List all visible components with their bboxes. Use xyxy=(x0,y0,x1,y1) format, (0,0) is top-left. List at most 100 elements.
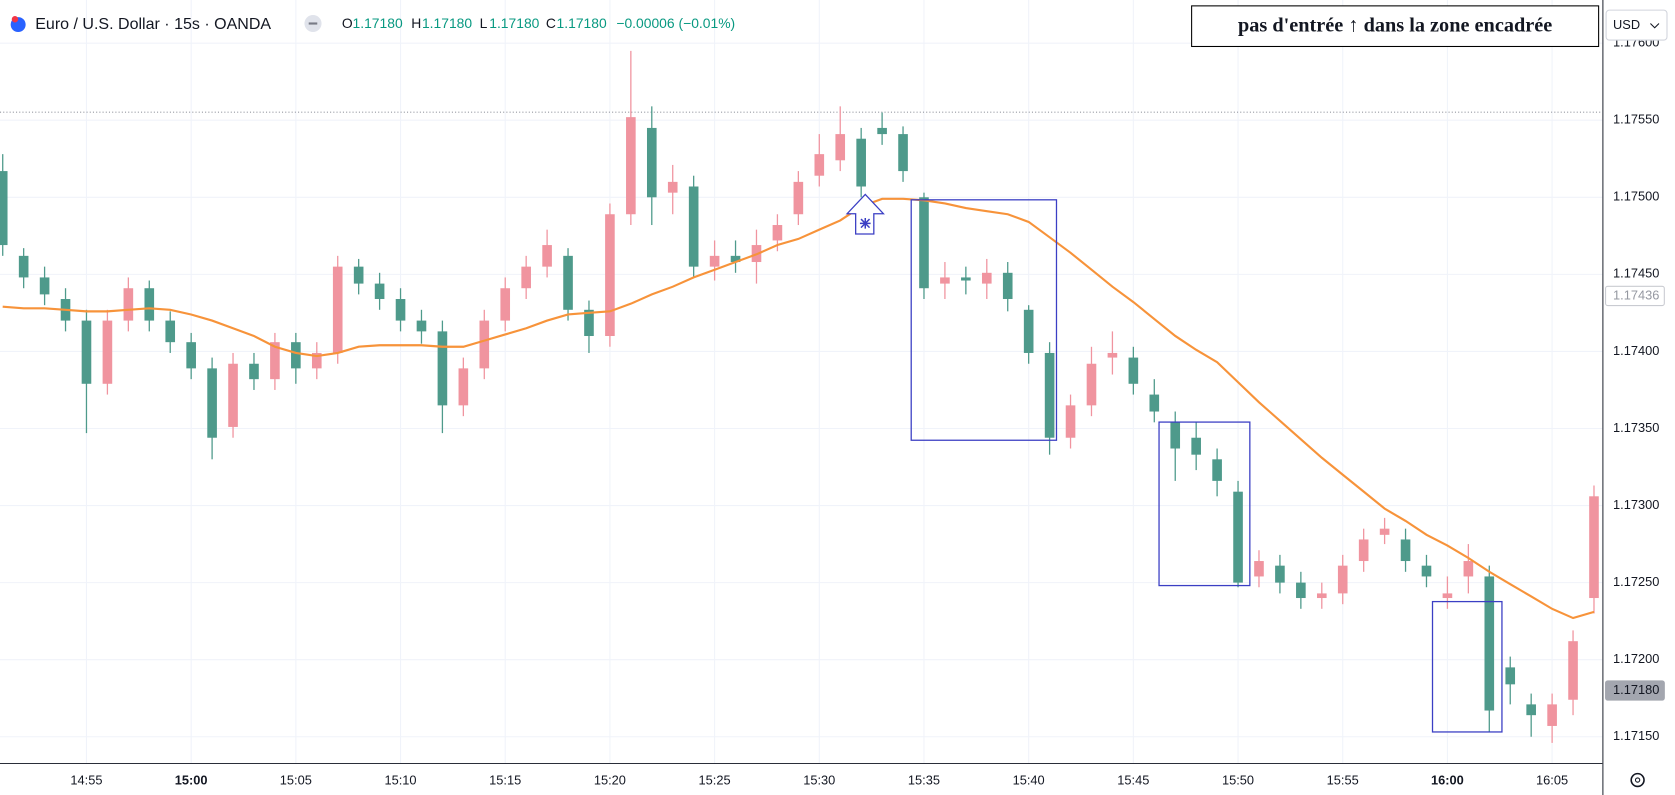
currency: USD xyxy=(1613,17,1640,32)
x-tick-label: 15:50 xyxy=(1222,772,1254,787)
candle-body xyxy=(207,368,217,438)
candle-body xyxy=(395,299,406,321)
candle-body xyxy=(353,266,364,284)
quote-value: 1.17180 xyxy=(489,15,539,31)
candle-body xyxy=(270,342,280,380)
candle-body xyxy=(1149,394,1160,412)
price-badge xyxy=(1605,285,1665,307)
candle-body xyxy=(1400,539,1411,562)
x-tick-label: 14:55 xyxy=(70,772,102,787)
entry-arrow xyxy=(845,193,885,235)
grid xyxy=(0,0,1603,763)
x-tick-label: 15:05 xyxy=(280,772,312,787)
candle-body xyxy=(1107,352,1118,358)
candle-body xyxy=(1191,437,1201,455)
zones xyxy=(845,193,1503,733)
candle-body xyxy=(249,363,259,380)
candle-body xyxy=(1212,459,1222,481)
x-tick-label: 15:25 xyxy=(699,772,731,787)
candle-body xyxy=(646,127,657,198)
candle-body xyxy=(1044,352,1055,438)
moving-average xyxy=(2,197,1595,620)
settings-icon xyxy=(1634,777,1641,783)
x-tick-label: 15:10 xyxy=(385,772,417,787)
candle-body xyxy=(814,154,825,176)
candle-body xyxy=(123,288,134,321)
candle-body xyxy=(416,320,427,332)
y-tick-label: 1.17550 xyxy=(1613,112,1659,127)
candle-body xyxy=(1484,576,1495,711)
candle-body xyxy=(1568,641,1578,700)
candle-body xyxy=(542,245,552,267)
settings-button[interactable] xyxy=(1630,772,1645,788)
candle-body xyxy=(311,352,322,369)
quote-key: C xyxy=(546,15,556,31)
candle-body xyxy=(1505,667,1516,685)
zone-box xyxy=(1431,600,1503,733)
y-tick-label: 1.17400 xyxy=(1613,343,1659,358)
x-tick-label: 15:00 xyxy=(175,772,208,787)
candle-body xyxy=(563,255,573,310)
candle-body xyxy=(81,320,92,384)
candle-body xyxy=(437,331,448,406)
candle-body xyxy=(835,134,846,161)
candle-body xyxy=(186,342,196,369)
plot xyxy=(0,50,1599,743)
candle-body xyxy=(1296,582,1306,599)
y-tick-label: 1.17150 xyxy=(1613,728,1659,743)
candle-body xyxy=(39,277,50,295)
candle-body xyxy=(102,320,113,384)
candle-body xyxy=(500,288,511,321)
x-tick-label: 16:05 xyxy=(1536,772,1568,787)
candle-body xyxy=(1128,357,1139,384)
candle-body xyxy=(626,117,636,215)
candle-body xyxy=(18,255,29,278)
price-badge-label: 1.17436 xyxy=(1613,287,1659,302)
candle-body xyxy=(1463,561,1474,577)
price-scale xyxy=(1602,0,1675,795)
candle-body xyxy=(1547,704,1557,726)
candle-body xyxy=(605,214,615,337)
annotation: pas d'entrée ↑ dans la zone encadrée xyxy=(1238,14,1552,36)
quote-value: 1.17180 xyxy=(557,15,607,31)
y-tick-label: 1.17350 xyxy=(1613,420,1659,435)
y-tick-label: 1.17500 xyxy=(1613,189,1659,204)
candle-body xyxy=(877,127,887,135)
y-tick-label: 1.17250 xyxy=(1613,574,1659,589)
candle-body xyxy=(1233,491,1243,583)
candle-body xyxy=(730,255,741,263)
arrow-icon xyxy=(859,217,871,229)
candle-body xyxy=(374,283,385,300)
candle-body xyxy=(898,134,908,172)
candle-body xyxy=(332,266,343,353)
y-tick-label: 1.17450 xyxy=(1613,266,1659,281)
time-scale xyxy=(0,762,1603,795)
candle-body xyxy=(1275,565,1285,583)
price-badge-label: 1.17180 xyxy=(1613,682,1659,697)
candle-body xyxy=(1421,565,1432,577)
candle-body xyxy=(667,181,678,193)
x-tick-label: 15:45 xyxy=(1117,772,1149,787)
candle-body xyxy=(1065,405,1076,438)
candle-body xyxy=(1316,593,1327,599)
currency-button[interactable] xyxy=(1605,9,1668,41)
candle-body xyxy=(961,277,971,281)
candle-body xyxy=(688,186,699,267)
price-badge xyxy=(1605,680,1665,701)
y-tick-label: 1.17300 xyxy=(1613,497,1659,512)
candle-body xyxy=(709,255,720,267)
candle-body xyxy=(1023,309,1034,353)
currency-chevron xyxy=(1650,23,1660,29)
candle-body xyxy=(940,277,950,284)
quote-value: 1.17180 xyxy=(422,15,472,31)
legend: Euro / U.S. Dollar · 15s · OANDA O 1.171… xyxy=(10,15,735,33)
candle-body xyxy=(1002,272,1013,300)
candle-body xyxy=(165,320,176,343)
quote-value: 1.17180 xyxy=(353,15,403,31)
x-tick-label: 15:15 xyxy=(489,772,521,787)
candle-body xyxy=(144,288,155,321)
zone-box xyxy=(1158,421,1251,587)
x-tick-label: 15:30 xyxy=(803,772,835,787)
candle-body xyxy=(228,363,238,427)
